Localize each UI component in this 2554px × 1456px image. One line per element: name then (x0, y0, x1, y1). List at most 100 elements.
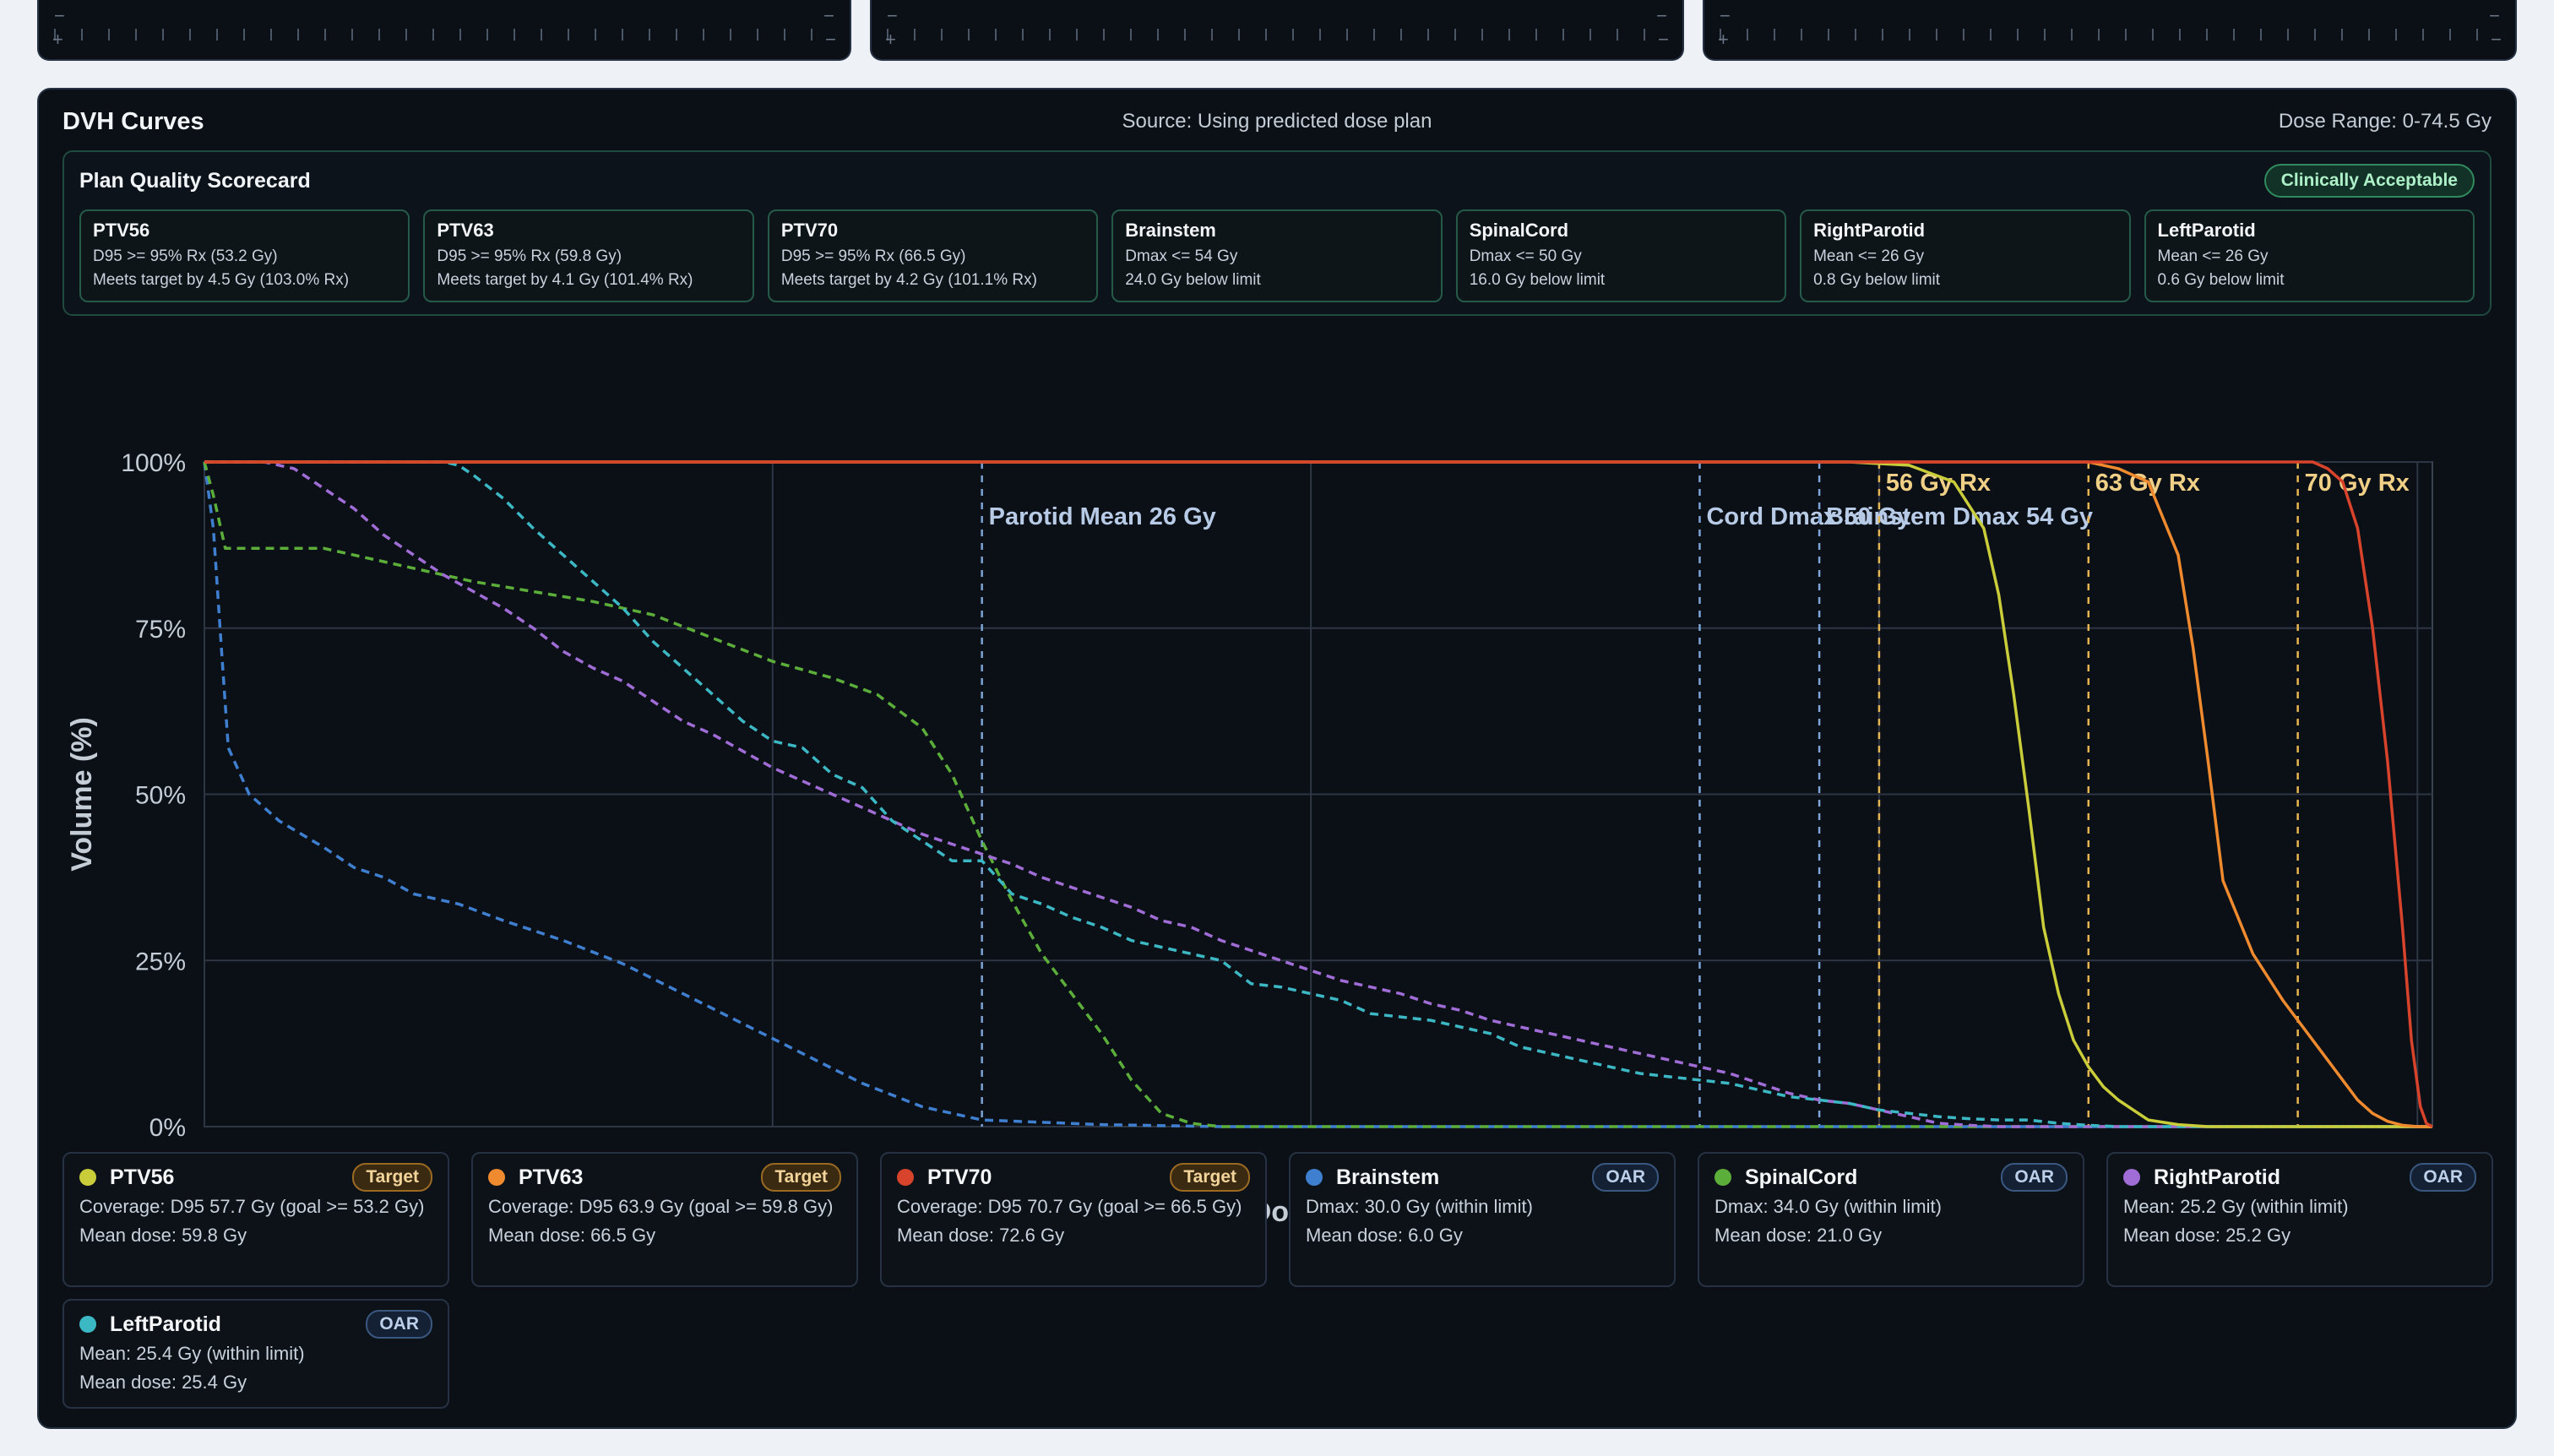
organ-card-header: Brainstem OAR (1306, 1163, 1659, 1192)
minus-icon: − (1720, 5, 1731, 26)
scorecard-result: 16.0 Gy below limit (1469, 271, 1606, 289)
scale-ticks (54, 29, 834, 41)
scorecard-card-ptv70: PTV70 D95 >= 95% Rx (66.5 Gy) Meets targ… (767, 209, 1099, 302)
organ-card-header: PTV70 Target (897, 1163, 1250, 1192)
organ-type-badge: OAR (366, 1310, 432, 1339)
organ-mean-dose: Mean dose: 25.2 Gy (2123, 1225, 2291, 1246)
scorecard-criterion: Dmax <= 50 Gy (1469, 247, 1582, 265)
organ-type-badge: Target (1170, 1163, 1250, 1192)
scorecard-card-name: RightParotid (1813, 220, 1926, 241)
color-dot-icon (1714, 1169, 1731, 1186)
minus-icon: − (2489, 5, 2500, 26)
plus-icon: − (2491, 29, 2502, 50)
organ-name: RightParotid (2154, 1165, 2280, 1189)
organ-metric: Dmax: 34.0 Gy (within limit) (1714, 1196, 1942, 1217)
scorecard-title: Plan Quality Scorecard (79, 169, 311, 193)
top-panel-2: − − + − (870, 0, 1684, 61)
organ-card-brainstem[interactable]: Brainstem OAR Dmax: 30.0 Gy (within limit)… (1289, 1152, 1676, 1287)
y-tick-label: 0% (149, 1114, 186, 1142)
plan-quality-scorecard: Plan Quality Scorecard Clinically Accept… (62, 150, 2492, 316)
organ-metric: Dmax: 30.0 Gy (within limit) (1306, 1196, 1533, 1217)
organ-mean-dose: Mean dose: 59.8 Gy (79, 1225, 247, 1246)
series-line-spinalcord (203, 461, 2432, 1128)
scorecard-card-name: PTV63 (437, 220, 494, 241)
scorecard-card-name: Brainstem (1125, 220, 1216, 241)
organ-type-badge: OAR (2001, 1163, 2068, 1192)
scorecard-card-spinalcord: SpinalCord Dmax <= 50 Gy 16.0 Gy below l… (1455, 209, 1787, 302)
organ-card-leftparotid[interactable]: LeftParotid OAR Mean: 25.4 Gy (within limi… (62, 1299, 449, 1409)
organ-name: PTV63 (519, 1165, 584, 1189)
dose-source: Source: Using predicted dose plan (1122, 110, 1432, 133)
color-dot-icon (1306, 1169, 1323, 1186)
organ-mean-dose: Mean dose: 21.0 Gy (1714, 1225, 1883, 1246)
plus-icon: + (885, 29, 896, 50)
organ-card-header: RightParotid OAR (2123, 1163, 2476, 1192)
plus-icon: − (1658, 29, 1669, 50)
organ-name: LeftParotid (110, 1312, 221, 1336)
organ-type-badge: Target (352, 1163, 432, 1192)
organ-card-ptv63[interactable]: PTV63 Target Coverage: D95 63.9 Gy (goal >… (471, 1152, 858, 1287)
y-tick-label: 75% (135, 616, 186, 644)
organ-type-badge: Target (761, 1163, 841, 1192)
color-dot-icon (897, 1169, 914, 1186)
organ-type-badge: OAR (2410, 1163, 2476, 1192)
plus-icon: − (825, 29, 836, 50)
scale-ticks (1720, 29, 2500, 41)
scale-ticks (887, 29, 1667, 41)
organ-card-rightparotid[interactable]: RightParotid OAR Mean: 25.2 Gy (within lim… (2106, 1152, 2493, 1287)
organ-mean-dose: Mean dose: 25.4 Gy (79, 1372, 247, 1393)
organ-name: Brainstem (1336, 1165, 1440, 1189)
reference-line-label: 56 Gy Rx (1886, 470, 1991, 497)
scorecard-card-rightparotid: RightParotid Mean <= 26 Gy 0.8 Gy below … (1800, 209, 2131, 302)
scorecard-card-name: LeftParotid (2157, 220, 2256, 241)
scorecard-result: Meets target by 4.5 Gy (103.0% Rx) (93, 271, 350, 289)
organ-metric: Coverage: D95 57.7 Gy (goal >= 53.2 Gy) (79, 1196, 425, 1217)
minus-icon: − (823, 5, 834, 26)
series-line-brainstem (203, 461, 2432, 1128)
y-tick-label: 100% (121, 449, 186, 477)
scorecard-card-ptv56: PTV56 D95 >= 95% Rx (53.2 Gy) Meets targ… (79, 209, 410, 302)
organ-metric: Mean: 25.4 Gy (within limit) (79, 1343, 305, 1364)
dvh-chart: 0%25%50%75%100%019375674Dose (Gy)Volume … (66, 449, 2433, 1228)
scorecard-cards: PTV56 D95 >= 95% Rx (53.2 Gy) Meets targ… (79, 209, 2475, 302)
organ-name: PTV70 (927, 1165, 992, 1189)
scorecard-result: 24.0 Gy below limit (1125, 271, 1261, 289)
y-axis-label: Volume (%) (66, 717, 98, 872)
organ-card-spinalcord[interactable]: SpinalCord OAR Dmax: 34.0 Gy (within limit… (1698, 1152, 2084, 1287)
reference-line-label: Brainstem Dmax 54 Gy (1826, 503, 2093, 530)
reference-line-label: Parotid Mean 26 Gy (989, 503, 1216, 530)
organ-card-header: LeftParotid OAR (79, 1310, 432, 1339)
scorecard-criterion: D95 >= 95% Rx (53.2 Gy) (93, 247, 278, 265)
dose-range: Dose Range: 0-74.5 Gy (2278, 110, 2492, 133)
scorecard-result: Meets target by 4.2 Gy (101.1% Rx) (780, 271, 1037, 289)
scorecard-card-leftparotid: LeftParotid Mean <= 26 Gy 0.6 Gy below l… (2144, 209, 2475, 302)
organ-card-header: PTV63 Target (488, 1163, 841, 1192)
scorecard-result: 0.8 Gy below limit (1813, 271, 1941, 289)
organ-metric: Coverage: D95 63.9 Gy (goal >= 59.8 Gy) (488, 1196, 834, 1217)
scorecard-criterion: D95 >= 95% Rx (66.5 Gy) (780, 247, 966, 265)
organ-name: PTV56 (110, 1165, 175, 1189)
status-badge: Clinically Acceptable (2263, 164, 2475, 198)
organ-card-ptv56[interactable]: PTV56 Target Coverage: D95 57.7 Gy (goal >… (62, 1152, 449, 1287)
panel-title: DVH Curves (62, 108, 204, 135)
organ-metric: Mean: 25.2 Gy (within limit) (2123, 1196, 2349, 1217)
series-line-ptv56 (204, 460, 2432, 1128)
scorecard-criterion: Mean <= 26 Gy (2157, 247, 2269, 265)
plus-icon: + (52, 29, 63, 50)
color-dot-icon (79, 1169, 96, 1186)
series-line-rightparotid (204, 460, 2432, 1128)
series-line-ptv63 (204, 460, 2432, 1128)
scorecard-result: Meets target by 4.1 Gy (101.4% Rx) (437, 271, 693, 289)
color-dot-icon (488, 1169, 505, 1186)
series-line-leftparotid (204, 460, 2432, 1128)
scorecard-criterion: D95 >= 95% Rx (59.8 Gy) (437, 247, 622, 265)
organ-card-header: PTV56 Target (79, 1163, 432, 1192)
minus-icon: − (54, 5, 65, 26)
organ-name: SpinalCord (1745, 1165, 1858, 1189)
color-dot-icon (79, 1316, 96, 1333)
scorecard-criterion: Dmax <= 54 Gy (1125, 247, 1238, 265)
scorecard-card-name: PTV56 (93, 220, 150, 241)
plus-icon: + (1718, 29, 1729, 50)
scorecard-card-name: SpinalCord (1469, 220, 1569, 241)
organ-card-ptv70[interactable]: PTV70 Target Coverage: D95 70.7 Gy (goal >… (880, 1152, 1267, 1287)
